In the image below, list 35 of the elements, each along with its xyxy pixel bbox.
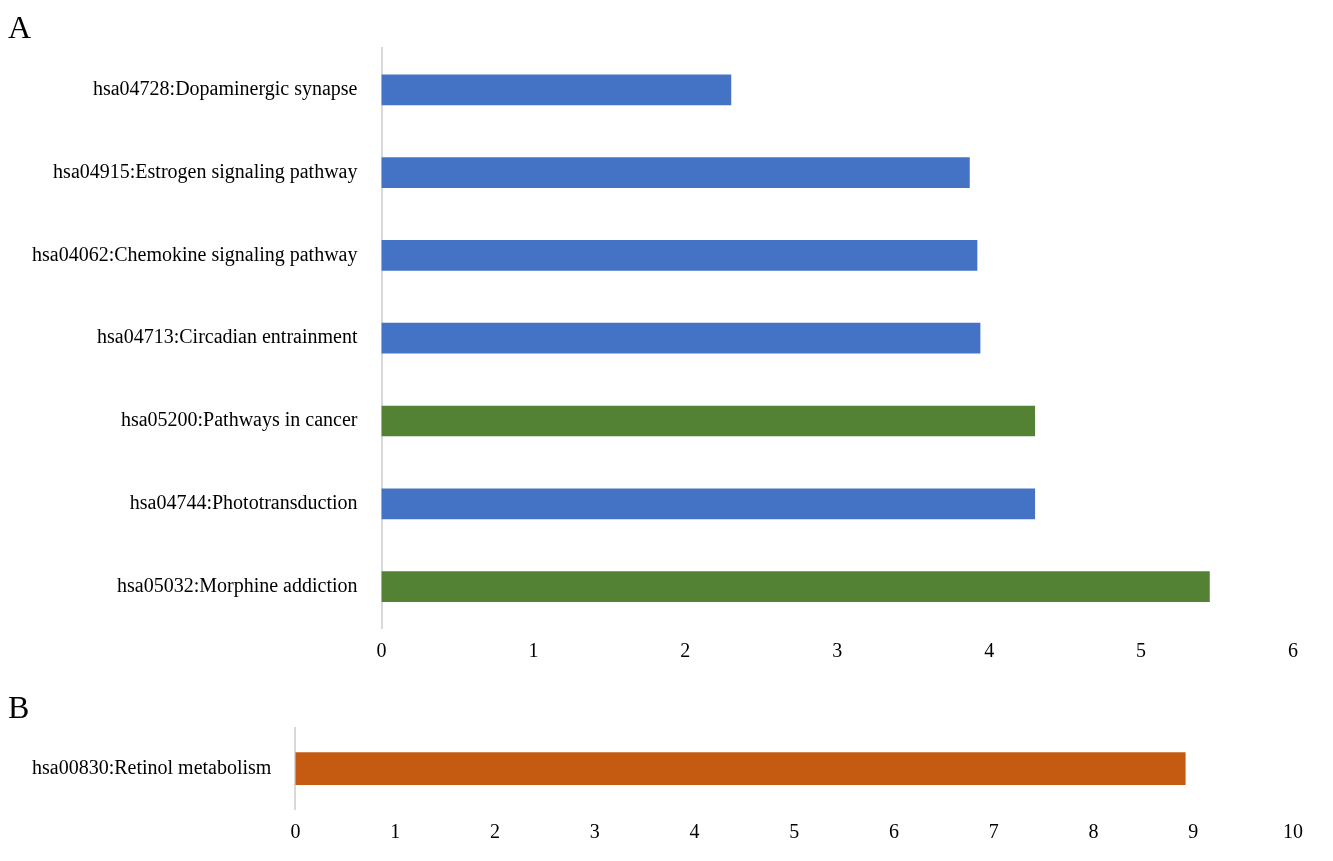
y-tick-label: hsa00830:Retinol metabolism [31, 755, 272, 778]
x-tick-label: 2 [489, 820, 500, 843]
x-tick-label: 3 [832, 639, 843, 662]
x-tick-label: 4 [984, 639, 995, 662]
bar [381, 240, 978, 271]
x-tick-label: 8 [1088, 820, 1099, 843]
y-tick-label: hsa04728:Dopaminergic synapse [92, 77, 358, 101]
x-tick-label: 6 [1288, 639, 1298, 662]
y-tick-label: hsa05200:Pathways in cancer [120, 408, 358, 432]
x-tick-label: 3 [589, 820, 600, 843]
x-tick-label: 1 [528, 639, 539, 662]
text: B [8, 688, 30, 725]
y-tick-label: hsa05032:Morphine addiction [116, 573, 358, 597]
bar [381, 322, 981, 354]
x-tick-label: 7 [988, 820, 999, 843]
y-tick-label: hsa04744:Phototransduction [129, 491, 358, 514]
bar [381, 405, 1036, 437]
y-tick-label: hsa04713:Circadian entrainment [97, 325, 358, 348]
x-tick-label: 0 [290, 820, 301, 843]
y-tick-label: hsa04915:Estrogen signaling pathway [53, 159, 358, 183]
bar [381, 488, 1036, 520]
x-tick-label: 5 [1136, 639, 1147, 662]
text: A [8, 8, 32, 45]
bar [381, 571, 1210, 602]
x-tick-label: 1 [390, 820, 401, 843]
bar [381, 157, 970, 188]
x-tick-label: 4 [689, 820, 700, 843]
x-tick-label: 9 [1188, 820, 1199, 843]
bar [381, 74, 732, 106]
x-tick-label: 6 [888, 820, 899, 843]
x-tick-label: 10 [1283, 820, 1303, 843]
x-tick-label: 0 [376, 639, 387, 662]
x-tick-label: 5 [789, 820, 800, 843]
x-tick-label: 2 [680, 639, 691, 662]
y-tick-label: hsa04062:Chemokine signaling pathway [31, 242, 358, 266]
